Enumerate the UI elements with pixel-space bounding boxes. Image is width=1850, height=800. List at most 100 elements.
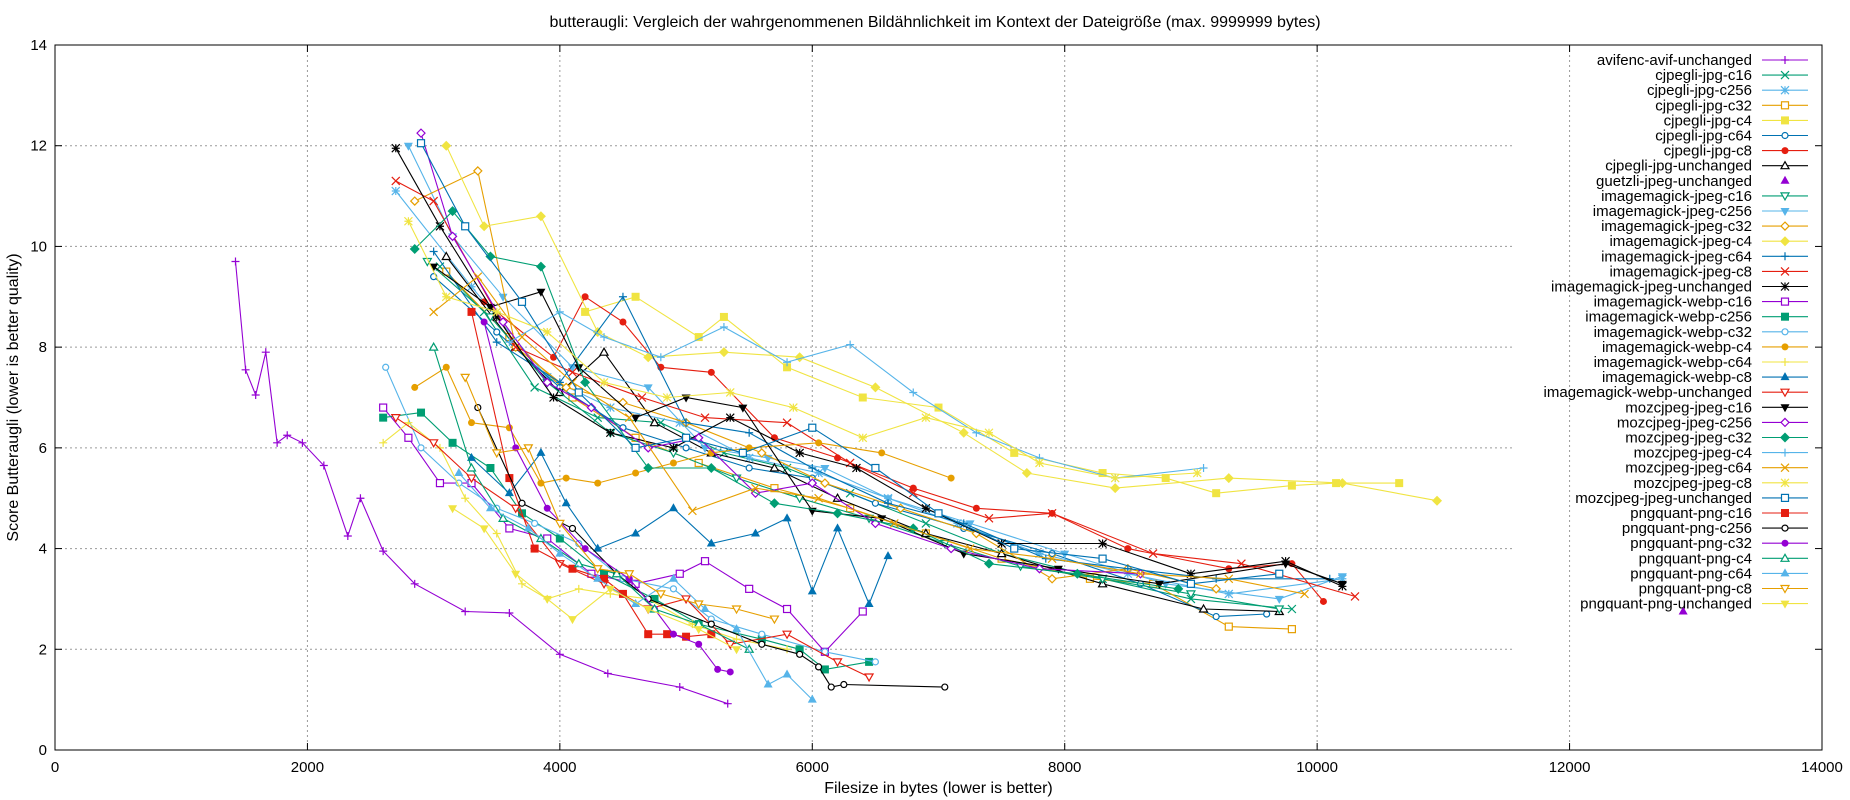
- x-tick-label: 0: [51, 759, 59, 776]
- data-point: [1212, 612, 1220, 621]
- data-point: [783, 645, 792, 654]
- legend-label: pngquant-png-c64: [1630, 565, 1752, 582]
- data-point: [669, 630, 677, 638]
- series-line: [464, 377, 775, 620]
- series-imagemagick-jpeg-c4: [441, 140, 1443, 506]
- data-point: [461, 222, 470, 231]
- data-point: [675, 569, 684, 578]
- series-mozcjpeg-jpeg-c32: [409, 206, 1184, 594]
- legend-marker: [1779, 192, 1791, 202]
- data-point: [1274, 595, 1284, 604]
- legend-marker: [1780, 236, 1790, 247]
- data-point: [725, 413, 735, 423]
- data-point: [435, 479, 445, 488]
- data-point: [644, 630, 653, 639]
- data-point: [530, 544, 539, 553]
- data-point: [858, 433, 868, 443]
- data-point: [687, 506, 697, 516]
- legend-label: pngquant-png-c16: [1630, 505, 1752, 522]
- legend-marker: [1780, 297, 1790, 306]
- data-point: [1337, 580, 1347, 589]
- data-point: [505, 474, 514, 483]
- data-point: [732, 646, 742, 655]
- legend-label: mozcjpeg-jpeg-c64: [1625, 460, 1752, 477]
- series-mozcjpeg-jpeg-c4: [505, 307, 1208, 483]
- series-line: [458, 472, 813, 700]
- data-point: [694, 626, 704, 635]
- legend-entry: guetzli-jpeg-unchanged: [1596, 173, 1790, 190]
- series-line: [395, 190, 1343, 595]
- data-point: [631, 443, 640, 452]
- data-point: [568, 524, 577, 533]
- data-point: [467, 452, 477, 461]
- series-line: [395, 417, 870, 678]
- data-point: [580, 377, 591, 388]
- data-point: [807, 586, 817, 595]
- data-point: [682, 418, 691, 427]
- data-point: [554, 560, 565, 569]
- data-point: [934, 403, 943, 412]
- series-pngquant-png-unchanged: [448, 505, 742, 655]
- series-mozcjpeg-jpeg-unchanged: [416, 139, 1284, 588]
- data-point: [1110, 483, 1121, 494]
- data-point: [492, 338, 501, 347]
- data-point: [883, 551, 893, 560]
- chart-title: butteraugli: Vergleich der wahrgenommene…: [549, 14, 1320, 31]
- data-point: [815, 439, 823, 447]
- data-point: [864, 598, 874, 607]
- data-point: [662, 393, 672, 402]
- legend-entry: mozcjpeg-jpeg-c8: [1634, 475, 1808, 492]
- legend-label: guetzli-jpeg-unchanged: [1596, 173, 1752, 190]
- data-point: [808, 423, 817, 432]
- legend-label: imagemagick-webp-c256: [1585, 309, 1752, 326]
- data-point: [498, 317, 508, 327]
- data-point: [1263, 610, 1271, 618]
- data-point: [343, 531, 352, 540]
- data-point: [783, 363, 792, 372]
- data-point: [600, 333, 609, 342]
- legend-label: pngquant-png-unchanged: [1580, 596, 1752, 613]
- data-point: [581, 293, 589, 301]
- data-point: [517, 579, 526, 588]
- data-point: [1224, 589, 1234, 599]
- data-point: [758, 630, 766, 638]
- legend-marker: [1780, 208, 1790, 216]
- legend: avifenc-avif-unchangedcjpegli-jpg-c16cjp…: [1544, 52, 1808, 613]
- data-point: [404, 433, 413, 442]
- data-point: [637, 393, 647, 402]
- legend-entry: cjpegli-jpg-c8: [1664, 143, 1808, 160]
- data-point: [871, 463, 880, 473]
- data-point: [574, 364, 584, 373]
- data-point: [473, 272, 483, 282]
- legend-label: pngquant-png-c8: [1639, 581, 1752, 598]
- legend-label: cjpegli-jpg-c16: [1655, 67, 1752, 84]
- data-point: [769, 498, 780, 509]
- data-point: [807, 694, 817, 703]
- series-guetzli-jpeg-unchanged: [1678, 606, 1688, 615]
- data-point: [410, 579, 419, 588]
- data-point: [833, 523, 843, 532]
- data-point: [409, 243, 420, 254]
- data-point: [391, 176, 401, 186]
- data-point: [555, 534, 564, 543]
- y-tick-label: 0: [39, 742, 47, 759]
- data-point: [756, 448, 767, 458]
- data-point: [1186, 569, 1196, 579]
- data-point: [878, 449, 886, 457]
- legend-label: pngquant-png-c256: [1622, 520, 1752, 537]
- data-point: [435, 443, 444, 452]
- data-point: [523, 523, 533, 532]
- data-point: [782, 669, 792, 678]
- x-tick-label: 8000: [1048, 759, 1081, 776]
- series-imagemagick-webp-c32: [382, 363, 879, 666]
- data-point: [1034, 563, 1045, 574]
- data-point: [480, 318, 488, 326]
- data-point: [231, 257, 240, 266]
- legend-label: mozcjpeg-jpeg-c32: [1625, 430, 1752, 447]
- legend-entry: pngquant-png-c8: [1639, 581, 1808, 598]
- data-point: [782, 630, 793, 640]
- legend-marker: [1781, 448, 1789, 457]
- data-point: [643, 463, 654, 473]
- data-point: [593, 573, 603, 582]
